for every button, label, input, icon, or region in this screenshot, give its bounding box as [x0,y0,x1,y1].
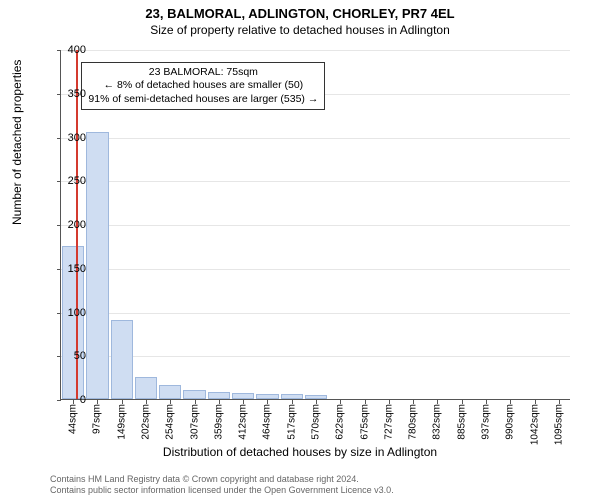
xtick-label: 202sqm [141,404,152,440]
xtick-label: 832sqm [432,404,443,440]
footer-line1: Contains HM Land Registry data © Crown c… [50,474,394,485]
gridline [61,356,570,357]
histogram-bar [159,385,181,399]
ytick-label: 250 [46,175,86,187]
xtick-label: 97sqm [92,404,103,434]
xtick-label: 990sqm [505,404,516,440]
xtick-label: 727sqm [383,404,394,440]
xtick-label: 359sqm [213,404,224,440]
xtick-label: 149sqm [116,404,127,440]
xtick-label: 780sqm [408,404,419,440]
histogram-bar [305,395,327,399]
ytick-label: 150 [46,263,86,275]
histogram-bar [135,377,157,399]
y-axis-label: Number of detached properties [10,60,24,225]
xtick-label: 44sqm [68,404,79,434]
histogram-bar [232,393,254,399]
ytick-label: 50 [46,350,86,362]
histogram-bar [183,390,205,399]
title-main: 23, BALMORAL, ADLINGTON, CHORLEY, PR7 4E… [0,0,600,21]
histogram-bar [256,394,278,399]
xtick-label: 412sqm [238,404,249,440]
plot-region: 44sqm97sqm149sqm202sqm254sqm307sqm359sqm… [60,50,570,400]
histogram-bar [208,392,230,399]
gridline [61,225,570,226]
xtick-label: 570sqm [311,404,322,440]
ytick-label: 0 [46,394,86,406]
gridline [61,181,570,182]
xtick-label: 517sqm [286,404,297,440]
xtick-label: 675sqm [359,404,370,440]
histogram-bar [281,394,303,399]
footer-attribution: Contains HM Land Registry data © Crown c… [50,474,394,496]
gridline [61,269,570,270]
gridline [61,313,570,314]
ytick-label: 400 [46,44,86,56]
footer-line2: Contains public sector information licen… [50,485,394,496]
xtick-label: 937sqm [481,404,492,440]
xtick-label: 254sqm [165,404,176,440]
chart-area: 44sqm97sqm149sqm202sqm254sqm307sqm359sqm… [60,50,570,400]
xtick-label: 464sqm [262,404,273,440]
xtick-label: 622sqm [335,404,346,440]
gridline [61,138,570,139]
xtick-label: 1095sqm [553,404,564,445]
xtick-label: 1042sqm [529,404,540,445]
annotation-box: 23 BALMORAL: 75sqm← 8% of detached house… [81,62,325,109]
ytick-label: 100 [46,307,86,319]
histogram-bar [86,132,108,399]
xtick-label: 885sqm [456,404,467,440]
ytick-label: 200 [46,219,86,231]
histogram-bar [111,320,133,399]
annotation-line: ← 8% of detached houses are smaller (50) [88,79,318,92]
ytick-label: 300 [46,132,86,144]
gridline [61,50,570,51]
xtick-label: 307sqm [189,404,200,440]
title-sub: Size of property relative to detached ho… [0,21,600,37]
x-axis-label: Distribution of detached houses by size … [0,445,600,459]
annotation-line: 23 BALMORAL: 75sqm [88,66,318,79]
annotation-line: 91% of semi-detached houses are larger (… [88,93,318,106]
ytick-label: 350 [46,88,86,100]
